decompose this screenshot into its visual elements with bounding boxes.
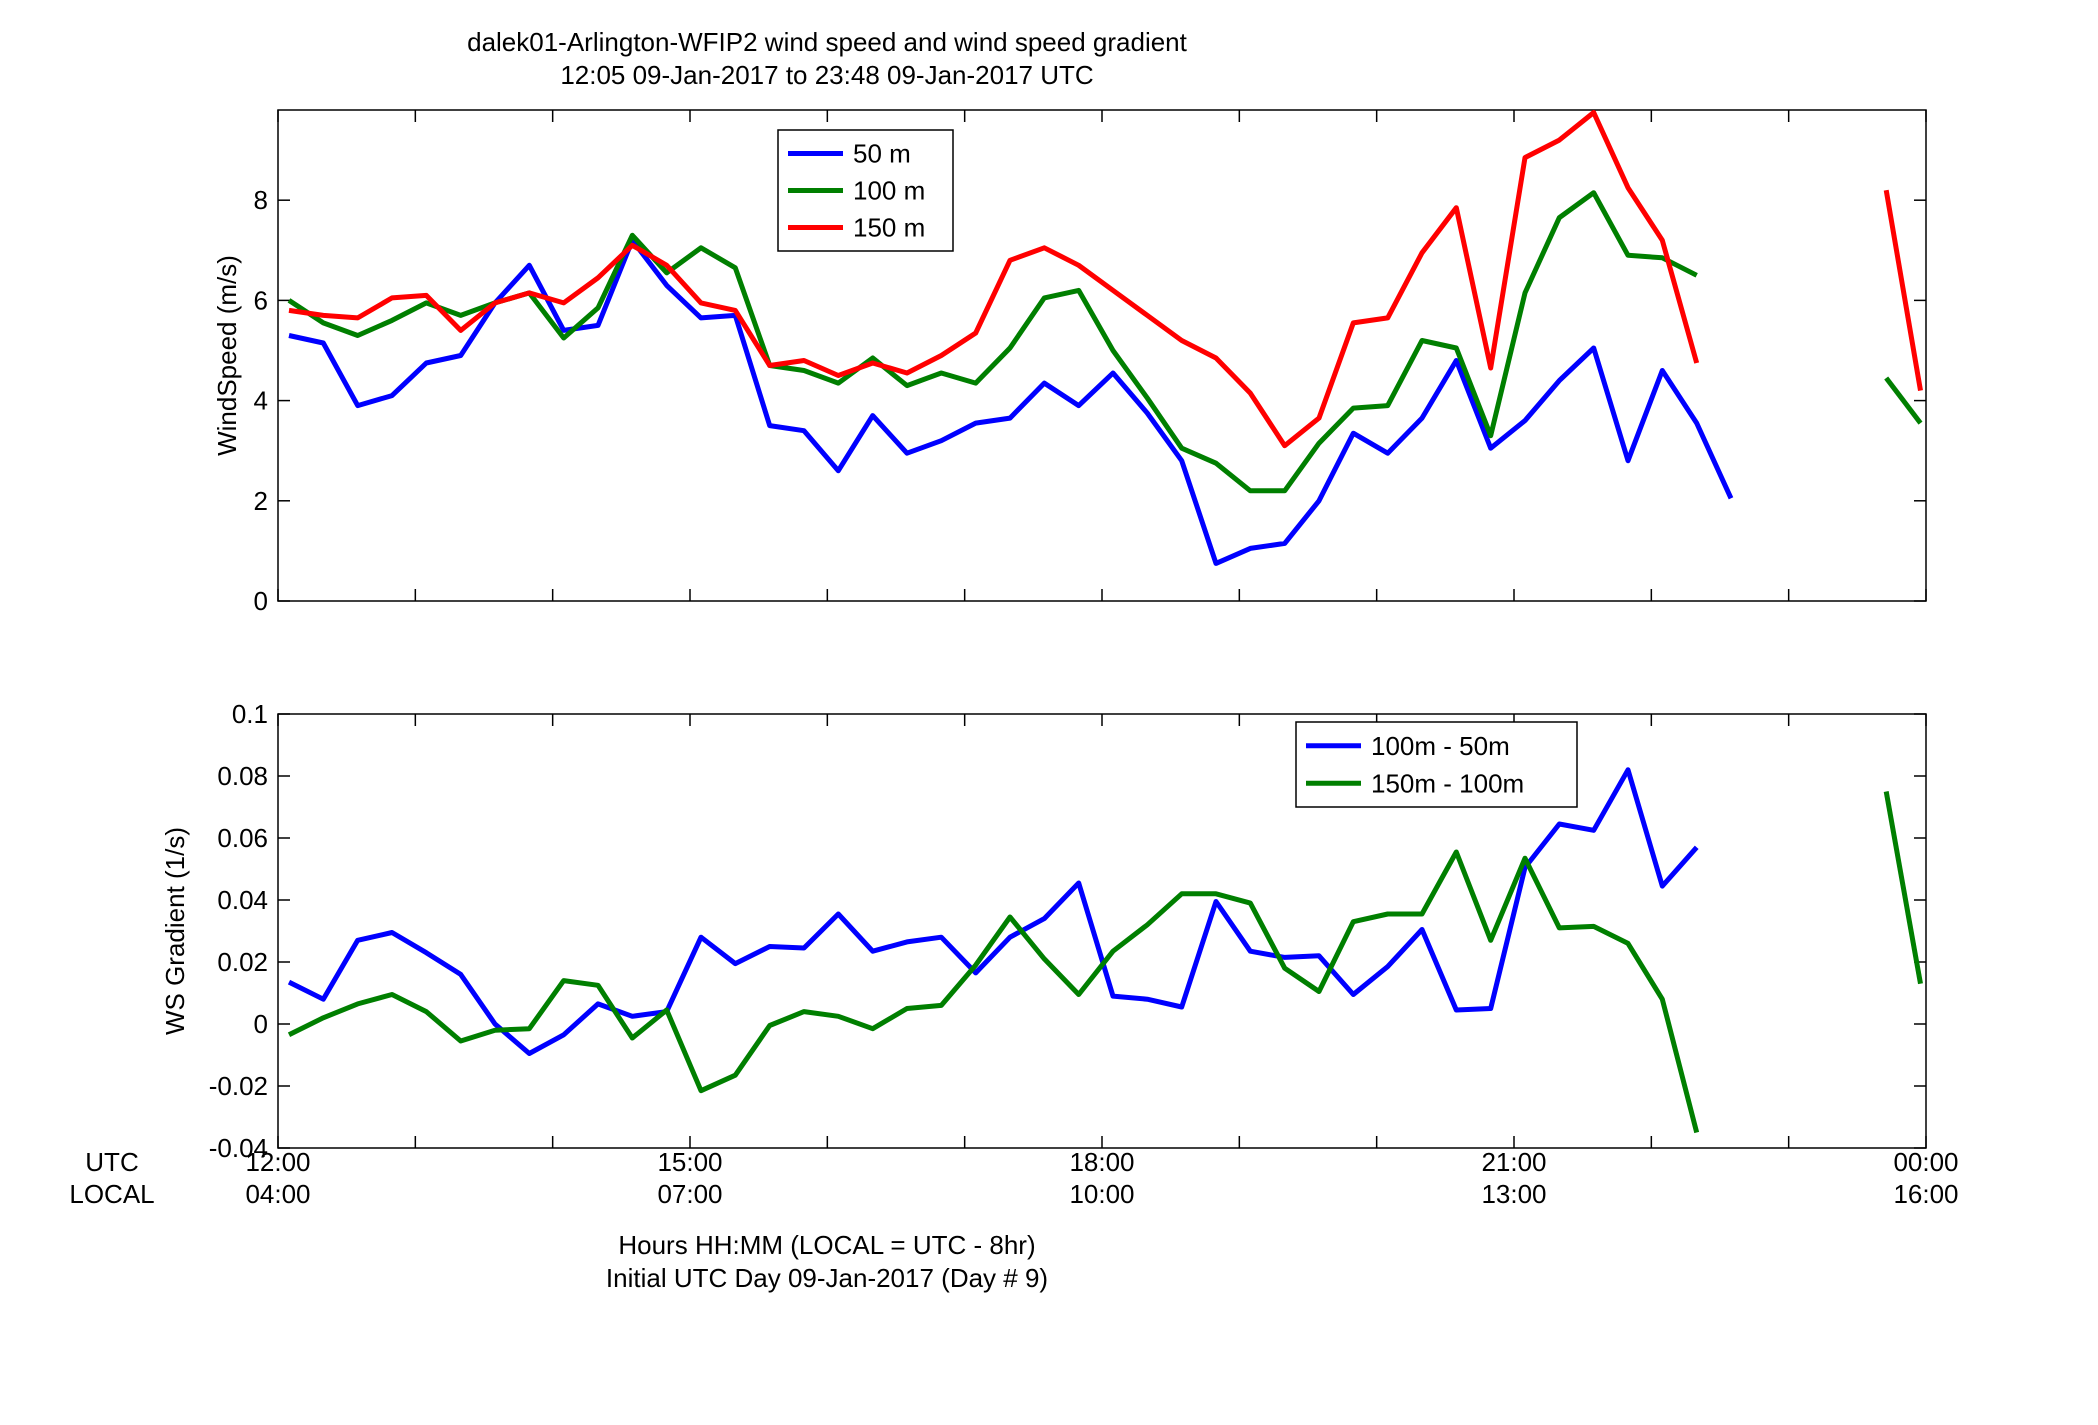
x-axis-label: Hours HH:MM (LOCAL = UTC - 8hr) — [618, 1230, 1035, 1260]
y-tick-label: 0.04 — [217, 885, 268, 915]
legend-entry: 150 m — [853, 213, 925, 243]
y-tick-label: 0 — [254, 1009, 268, 1039]
x-tick-label-local: 16:00 — [1893, 1179, 1958, 1209]
plot-area — [277, 109, 1927, 602]
series-line — [287, 849, 1700, 1134]
x-tick-label-local: 13:00 — [1481, 1179, 1546, 1209]
series-line — [1883, 791, 1923, 985]
series-line — [1883, 189, 1923, 392]
local-row-label: LOCAL — [69, 1179, 154, 1209]
wind-gradient-panel: -0.04 -0.02 0 0.02 0.04 0.06 0.08 0.1 WS Gradien… — [160, 699, 1927, 1163]
x-tick-label-local: 04:00 — [245, 1179, 310, 1209]
x-tick-label-utc: 12:00 — [245, 1147, 310, 1177]
y-tick-label: 0.02 — [217, 947, 268, 977]
y-tick-label: 2 — [254, 486, 268, 516]
x-tick-label-utc: 15:00 — [657, 1147, 722, 1177]
y-tick-label: 0.08 — [217, 761, 268, 791]
y-tick-label: 6 — [254, 285, 268, 315]
plot-area — [277, 713, 1927, 1149]
x-tick-label-utc: 21:00 — [1481, 1147, 1546, 1177]
chart-subtitle: 12:05 09-Jan-2017 to 23:48 09-Jan-2017 U… — [560, 60, 1093, 90]
y-tick-label: 4 — [254, 386, 268, 416]
x-tick-label-utc: 00:00 — [1893, 1147, 1958, 1177]
legend-entry: 100m - 50m — [1371, 731, 1510, 761]
legend: 50 m 100 m 150 m — [777, 129, 954, 252]
legend-box — [777, 129, 954, 252]
y-axis-label: WS Gradient (1/s) — [160, 827, 190, 1035]
x-tick-label-local: 07:00 — [657, 1179, 722, 1209]
legend-entry: 150m - 100m — [1371, 768, 1524, 798]
y-tick-label: 8 — [254, 185, 268, 215]
legend: 100m - 50m 150m - 100m — [1295, 721, 1578, 808]
x-tick-label-utc: 18:00 — [1069, 1147, 1134, 1177]
legend-entry: 100 m — [853, 176, 925, 206]
y-tick-label: 0 — [254, 586, 268, 616]
y-tick-label: 0.1 — [232, 699, 268, 729]
series-line — [288, 237, 1734, 566]
legend-entry: 50 m — [853, 139, 911, 169]
series-line — [1884, 376, 1923, 425]
x-tick-label-local: 10:00 — [1069, 1179, 1134, 1209]
y-axis-label: WindSpeed (m/s) — [212, 255, 242, 456]
wind-speed-panel: 0 2 4 6 8 WindSpeed (m/s) 50 m 100 m 150 m — [212, 109, 1927, 616]
x-axis-sublabel: Initial UTC Day 09-Jan-2017 (Day # 9) — [606, 1263, 1048, 1293]
y-tick-label: 0.06 — [217, 823, 268, 853]
y-tick-label: -0.04 — [209, 1133, 268, 1163]
y-tick-label: -0.02 — [209, 1071, 268, 1101]
series-line — [287, 767, 1699, 1056]
utc-row-label: UTC — [85, 1147, 138, 1177]
chart-title: dalek01-Arlington-WFIP2 wind speed and w… — [467, 27, 1188, 57]
legend-box — [1295, 721, 1578, 808]
series-line — [288, 110, 1700, 449]
